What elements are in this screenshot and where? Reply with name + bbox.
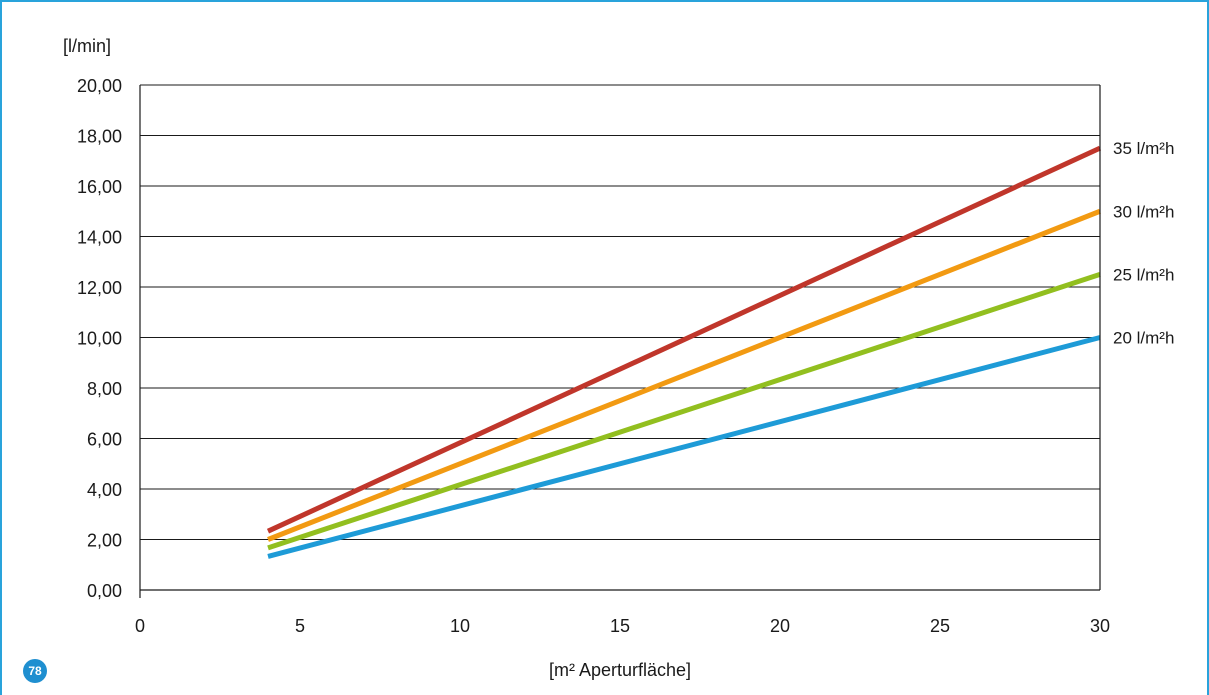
series-label: 30 l/m²h <box>1113 202 1174 221</box>
frame-border-top <box>0 0 1209 2</box>
series-label: 35 l/m²h <box>1113 139 1174 158</box>
x-tick-label: 15 <box>610 616 630 636</box>
x-tick-label: 30 <box>1090 616 1110 636</box>
x-tick-label: 10 <box>450 616 470 636</box>
y-tick-label: 6,00 <box>87 430 122 450</box>
x-tick-label: 5 <box>295 616 305 636</box>
x-tick-label: 25 <box>930 616 950 636</box>
y-tick-label: 2,00 <box>87 531 122 551</box>
series-lines <box>266 145 1102 559</box>
x-tick-labels: 0 5 10 15 20 25 30 <box>135 616 1110 636</box>
series-label: 20 l/m²h <box>1113 329 1174 348</box>
series-line <box>267 208 1101 542</box>
series-line <box>267 271 1101 551</box>
x-tick-label: 20 <box>770 616 790 636</box>
series-line <box>266 145 1102 534</box>
axes <box>139 85 1101 598</box>
y-axis-label: [l/min] <box>63 36 111 56</box>
y-tick-label: 20,00 <box>77 76 122 96</box>
x-tick-label: 0 <box>135 616 145 636</box>
series-labels: 20 l/m²h 25 l/m²h 30 l/m²h 35 l/m²h <box>1113 139 1174 347</box>
y-tick-label: 8,00 <box>87 379 122 399</box>
series-line <box>267 335 1101 559</box>
frame-border-right <box>1207 0 1209 695</box>
y-tick-label: 12,00 <box>77 278 122 298</box>
y-tick-label: 14,00 <box>77 228 122 248</box>
page-number-badge: 78 <box>23 659 47 683</box>
y-tick-label: 0,00 <box>87 581 122 601</box>
y-tick-label: 10,00 <box>77 329 122 349</box>
series-label: 25 l/m²h <box>1113 265 1174 284</box>
y-tick-label: 18,00 <box>77 127 122 147</box>
grid-lines <box>140 84 1100 540</box>
x-axis-label: [m² Aperturfläche] <box>549 660 691 680</box>
frame-border-left <box>0 0 2 695</box>
y-tick-label: 16,00 <box>77 177 122 197</box>
y-tick-label: 4,00 <box>87 480 122 500</box>
y-tick-labels: 0,00 2,00 4,00 6,00 8,00 10,00 12,00 14,00 16,00… <box>77 76 122 601</box>
